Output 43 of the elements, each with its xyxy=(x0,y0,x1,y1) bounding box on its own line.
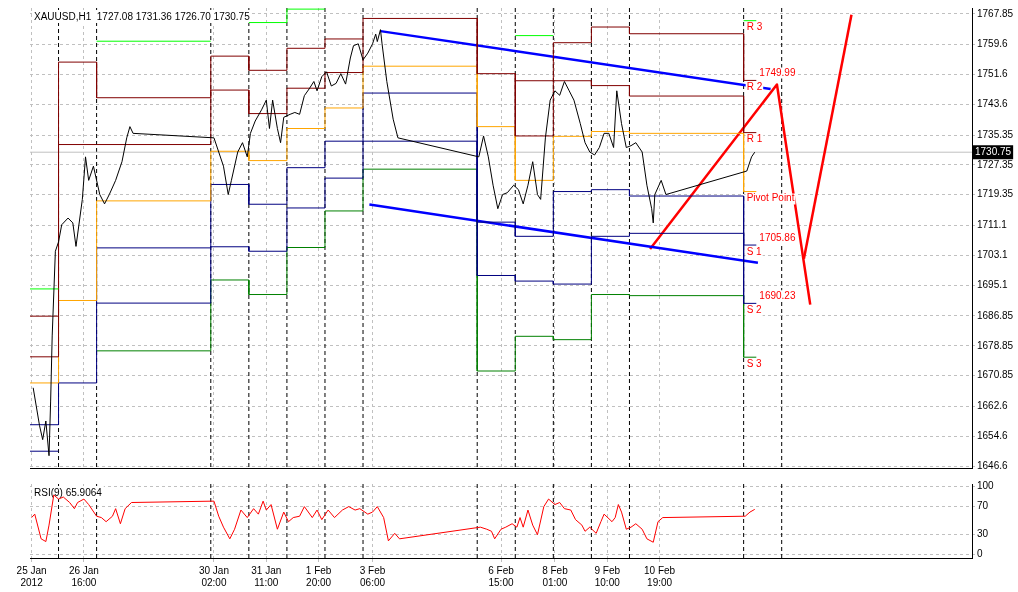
annotation: S 3 xyxy=(746,357,763,369)
annotation: 1690.23 xyxy=(759,290,796,302)
x-tick-label: 25 Jan 2012 xyxy=(16,564,47,588)
y-tick-label: 1678.85 xyxy=(977,339,1014,351)
y-tick-label: 1767.85 xyxy=(977,7,1014,19)
y-tick-label: 70 xyxy=(977,500,989,512)
y-tick-label: 100 xyxy=(977,479,995,491)
chart-title: RSI(9) 65.9064 xyxy=(34,486,103,498)
annotation: R 1 xyxy=(746,133,763,145)
y-tick-label: 1646.6 xyxy=(977,459,1009,471)
y-tick-label: 1759.6 xyxy=(977,38,1009,50)
x-tick-label: 30 Jan 02:00 xyxy=(198,564,229,588)
annotation: Pivot Point xyxy=(746,192,795,204)
x-tick-label: 1 Feb 20:00 xyxy=(305,564,332,588)
y-tick-label: 30 xyxy=(977,527,989,539)
y-tick-label: 1686.85 xyxy=(977,309,1014,321)
x-tick-label: 6 Feb 15:00 xyxy=(488,564,515,588)
chart-title: XAUUSD,H1 1727.08 1731.36 1726.70 1730.75 xyxy=(34,10,251,22)
y-tick-label: 1662.6 xyxy=(977,400,1009,412)
y-tick-label: 1743.6 xyxy=(977,98,1009,109)
annotation: R 2 xyxy=(746,81,763,93)
y-tick-label: 1719.35 xyxy=(977,188,1014,200)
x-tick-label: 3 Feb 06:00 xyxy=(359,564,386,588)
y-tick-label: 1654.6 xyxy=(977,430,1009,442)
y-tick-label: 1735.35 xyxy=(977,128,1014,140)
y-tick-label: 1703.1 xyxy=(977,249,1009,261)
y-tick-label: 1711.1 xyxy=(977,219,1008,231)
annotation: S 2 xyxy=(746,304,763,316)
annotation: R 3 xyxy=(746,21,763,33)
y-tick-label: 1695.1 xyxy=(977,278,1009,290)
x-tick-label: 8 Feb 01:00 xyxy=(542,564,569,588)
annotation: 1705.86 xyxy=(759,231,796,243)
x-tick-label: 9 Feb 10:00 xyxy=(594,564,621,588)
x-tick-label: 10 Feb 19:00 xyxy=(644,564,676,588)
ref-line-label: 1730.75 xyxy=(975,145,1012,157)
annotation: S 1 xyxy=(746,245,763,257)
x-tick-label: 26 Jan 16:00 xyxy=(68,564,99,588)
y-tick-label: 1670.85 xyxy=(977,369,1014,381)
y-tick-label: 0 xyxy=(977,548,983,560)
annotation: 1749.99 xyxy=(759,67,796,79)
y-tick-label: 1751.6 xyxy=(977,68,1009,80)
y-tick-label: 1727.35 xyxy=(977,158,1014,170)
x-tick-label: 31 Jan 11:00 xyxy=(251,564,282,588)
